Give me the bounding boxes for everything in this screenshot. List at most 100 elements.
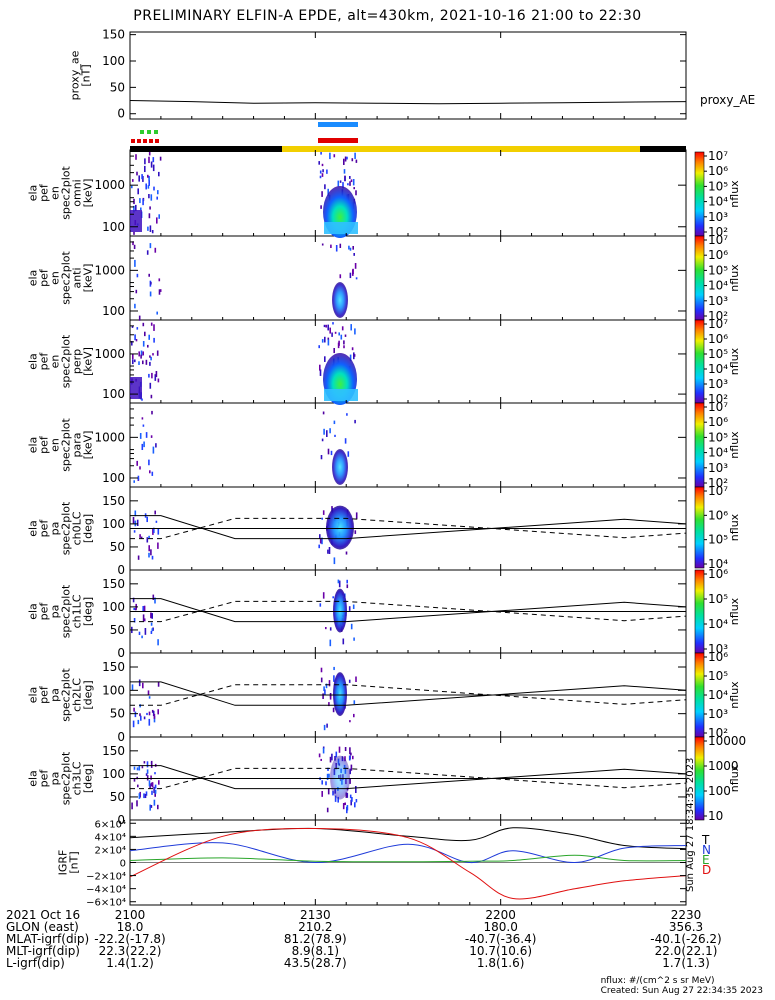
colorbar-unit: nflux — [728, 681, 741, 709]
spec-speckle — [320, 205, 322, 209]
igrf-side-note-text: Sun Aug 27 18:34:35 2023 — [685, 758, 696, 892]
nflux-unit-note: nflux: #/(cm^2 s sr MeV) — [600, 976, 715, 986]
spec-speckle — [321, 163, 324, 167]
spec-speckle — [334, 331, 337, 334]
spec-speckle — [352, 179, 355, 186]
y-label-line: anti — [71, 267, 84, 288]
pa-speckle — [154, 784, 157, 789]
pa-speckle — [143, 618, 146, 622]
y-label-line: pa — [49, 522, 62, 536]
pa-speckle — [143, 761, 146, 764]
pa-speckle — [333, 666, 335, 671]
y-label-line: pef — [38, 769, 51, 788]
colorbar-tick-label: 10⁷ — [708, 149, 728, 163]
pa-speckle — [151, 790, 153, 795]
spec-speckle — [142, 341, 145, 347]
spec-speckle — [134, 334, 136, 341]
pa-speckle — [150, 760, 153, 768]
y-tick-label: 150 — [102, 28, 125, 42]
spec-speckle — [354, 152, 356, 159]
proxy-ae-line — [129, 100, 687, 105]
y-label-line: ch3LC — [71, 761, 84, 795]
pa-speckle — [152, 528, 154, 535]
y-tick-label: 6×10⁴ — [95, 819, 126, 830]
pa-speckle — [132, 720, 135, 728]
colorbar-unit: nflux — [728, 597, 741, 625]
pa-speckle — [134, 711, 137, 718]
science-zone-red — [318, 138, 358, 143]
pa-speckle — [319, 534, 321, 539]
spec-speckle — [148, 152, 151, 156]
pa-speckle — [328, 547, 331, 554]
colorbar-tick-label: 10 — [708, 809, 723, 823]
spec-speckle — [335, 245, 338, 252]
footer-row-label: L-igrf(dip) — [6, 956, 65, 970]
spec-speckle — [145, 183, 147, 190]
spec-speckle — [349, 181, 351, 186]
pa-speckle — [332, 707, 335, 713]
y-tick-label: 50 — [110, 80, 125, 94]
spec-burst-base — [324, 222, 358, 234]
footer-row-value: 210.2 — [298, 920, 333, 934]
pa-speckle — [320, 677, 323, 683]
pa-speckle — [349, 778, 351, 784]
pa-speckle — [150, 805, 153, 808]
pa-speckle — [328, 702, 330, 707]
spec-frame-3 — [129, 402, 687, 488]
y-label-line: [keV] — [82, 431, 95, 460]
pa-speckle — [137, 555, 140, 560]
colorbar-2 — [694, 319, 705, 404]
pa-speckle — [326, 723, 328, 728]
pa-speckle — [327, 549, 329, 554]
colorbar-7 — [694, 736, 705, 821]
spec-speckle — [329, 428, 331, 434]
spec-speckle — [354, 263, 357, 269]
spec-speckle — [331, 332, 333, 337]
spec-speckle — [355, 277, 358, 280]
y-label-line: omni — [71, 179, 84, 206]
pa-speckle — [333, 557, 336, 565]
pa-speckle — [142, 606, 144, 612]
spec-speckle — [136, 460, 138, 466]
spec-speckle — [355, 159, 358, 163]
colorbar-tick-label: 10⁷ — [708, 484, 728, 498]
pa-speckle — [332, 596, 334, 599]
spec-speckle — [324, 336, 326, 343]
pa-burst — [326, 505, 354, 550]
spec-speckle — [154, 247, 157, 253]
science-zone-blue — [318, 122, 358, 127]
spec-speckle — [158, 171, 160, 177]
spec-speckle — [330, 244, 332, 249]
ephemeris-footer: 2021 Oct 16 2100 2130 2200 2230 GLON (east) 18… — [0, 908, 775, 1000]
spec-speckle — [321, 438, 324, 442]
spec-speckle — [150, 161, 153, 168]
pa-speckle — [348, 755, 351, 761]
spec-speckle — [157, 190, 159, 195]
spec-speckle — [323, 428, 325, 435]
igrf-line-D — [129, 827, 687, 900]
spec-speckle — [145, 359, 148, 365]
spec-speckle — [325, 324, 327, 328]
colorbar-tick-label: 10⁵ — [708, 430, 728, 444]
y-label-line: [keV] — [82, 347, 95, 376]
pa-speckle — [157, 709, 159, 715]
y-label-line: [keV] — [82, 179, 95, 208]
spec-speckle — [131, 185, 133, 189]
panel-axes: 150100500proxy_ae[nT]proxy_AE1000100elap… — [27, 28, 756, 909]
spec-speckle — [148, 334, 150, 340]
pa-speckle — [355, 786, 357, 793]
pa-speckle — [148, 552, 150, 558]
pa-speckle — [321, 780, 323, 785]
spec-speckle — [159, 289, 162, 292]
spec-speckle — [151, 372, 153, 379]
y-label-line: ela — [27, 185, 40, 202]
y-label-line: ela — [27, 770, 40, 787]
spec-speckle — [353, 354, 356, 357]
colorbar-tick-label: 10⁴ — [708, 446, 728, 460]
spec-speckle — [158, 289, 161, 295]
pa-speckle — [138, 631, 141, 636]
y-label-line: en — [49, 438, 62, 452]
y-tick-label: 1000 — [94, 347, 125, 361]
y-label-line: pef — [38, 685, 51, 704]
